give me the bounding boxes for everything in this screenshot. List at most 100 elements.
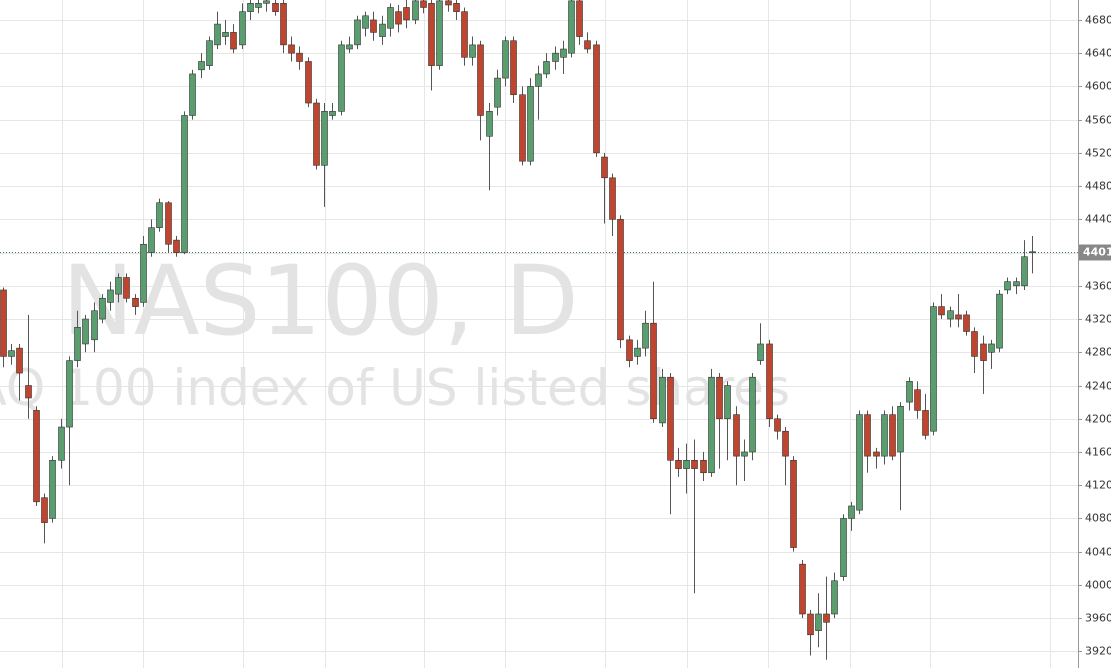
- candle-body: [420, 0, 427, 8]
- candle-body: [329, 111, 336, 116]
- candle-body: [543, 61, 550, 75]
- y-tick-label: 4320: [1085, 313, 1111, 326]
- candle-body: [354, 19, 361, 46]
- candle-body: [691, 459, 698, 469]
- candle-body: [222, 32, 229, 37]
- candle-body: [33, 410, 40, 503]
- candle-body: [807, 613, 814, 636]
- y-tick-label: 3920: [1085, 645, 1111, 658]
- y-tick-label: 4480: [1085, 180, 1111, 193]
- candle-body: [700, 459, 707, 474]
- candle-body: [428, 3, 435, 66]
- y-tick-label: 4120: [1085, 479, 1111, 492]
- candle-body: [716, 376, 723, 420]
- candle-body: [230, 32, 237, 50]
- candle-body: [708, 376, 715, 474]
- price-axis: 3920 3960 4000 4040 4080 4120 4160 4200 4240 4280…: [1078, 0, 1111, 668]
- candle-body: [82, 318, 89, 345]
- watermark-title: NAS100, D: [62, 245, 579, 357]
- candles: [0, 0, 1036, 660]
- candle-body: [107, 289, 114, 303]
- candle-body: [1021, 256, 1028, 287]
- candle-body: [593, 44, 600, 154]
- candle-body: [165, 202, 172, 245]
- candle-body: [584, 40, 591, 50]
- y-tick-label: 4520: [1085, 147, 1111, 160]
- candle-body: [971, 331, 978, 357]
- candle-body: [675, 459, 682, 469]
- candle-body: [733, 414, 740, 457]
- candle-body: [198, 61, 205, 71]
- candle-body: [922, 410, 929, 436]
- candle-body: [16, 347, 23, 374]
- candle-body: [840, 518, 847, 577]
- candle-body: [864, 414, 871, 457]
- candle-body: [148, 227, 155, 253]
- candle-body: [659, 376, 666, 424]
- candle-body: [313, 102, 320, 166]
- candle-body: [609, 177, 616, 220]
- candle-body: [346, 44, 353, 50]
- candle-body: [387, 7, 394, 29]
- candle-body: [535, 73, 542, 87]
- candle-body: [494, 77, 501, 108]
- candle-body: [683, 459, 690, 469]
- candle-body: [25, 385, 32, 399]
- candle-body: [510, 40, 517, 96]
- candle-body: [469, 44, 476, 58]
- candle-body: [0, 289, 7, 357]
- candle-body: [403, 7, 410, 21]
- candle-body: [305, 61, 312, 104]
- candle-body: [790, 459, 797, 548]
- candle-body: [1013, 281, 1020, 287]
- candle-body: [881, 414, 888, 457]
- y-tick-label: 4560: [1085, 114, 1111, 127]
- candle-body: [799, 563, 806, 615]
- candle-body: [247, 3, 254, 12]
- candle-body: [996, 293, 1003, 349]
- candle-body: [856, 414, 863, 511]
- candle-body: [445, 0, 452, 6]
- y-tick-label: 4680: [1085, 14, 1111, 27]
- candle-body: [782, 430, 789, 457]
- watermark-subtitle: NASDAQ 100 index of US listed shares: [0, 359, 790, 417]
- y-tick-label: 4280: [1085, 346, 1111, 359]
- candle-body: [502, 40, 509, 79]
- last-price-box: [1079, 244, 1111, 261]
- candle-body: [527, 86, 534, 162]
- candle-body: [963, 314, 970, 332]
- candle-body: [667, 376, 674, 461]
- y-tick-label: 4160: [1085, 446, 1111, 459]
- candle-body: [156, 202, 163, 228]
- candle-body: [321, 111, 328, 166]
- candle-body: [91, 310, 98, 341]
- candle-body: [74, 327, 81, 361]
- candle-body: [132, 297, 139, 307]
- candle-body: [338, 44, 345, 112]
- candle-body: [906, 381, 913, 403]
- candle-body: [848, 505, 855, 519]
- candle-body: [214, 23, 221, 46]
- candle-body: [99, 297, 106, 320]
- candle-body: [749, 376, 756, 453]
- candle-body: [930, 306, 937, 432]
- y-tick-label: 3960: [1085, 612, 1111, 625]
- candle-body: [823, 613, 830, 623]
- candle-body: [263, 0, 270, 4]
- candle-body: [980, 343, 987, 361]
- candle-body: [379, 23, 386, 37]
- candle-body: [626, 339, 633, 361]
- candle-body: [576, 0, 583, 37]
- y-tick-label: 4440: [1085, 213, 1111, 226]
- candle-body: [395, 11, 402, 25]
- candle-body: [897, 405, 904, 453]
- y-tick-label: 4600: [1085, 80, 1111, 93]
- candle-body: [58, 426, 65, 461]
- y-tick-label: 4200: [1085, 413, 1111, 426]
- candle-body: [889, 414, 896, 457]
- candle-body: [947, 310, 954, 320]
- candle-body: [724, 385, 731, 420]
- candle-body: [477, 44, 484, 116]
